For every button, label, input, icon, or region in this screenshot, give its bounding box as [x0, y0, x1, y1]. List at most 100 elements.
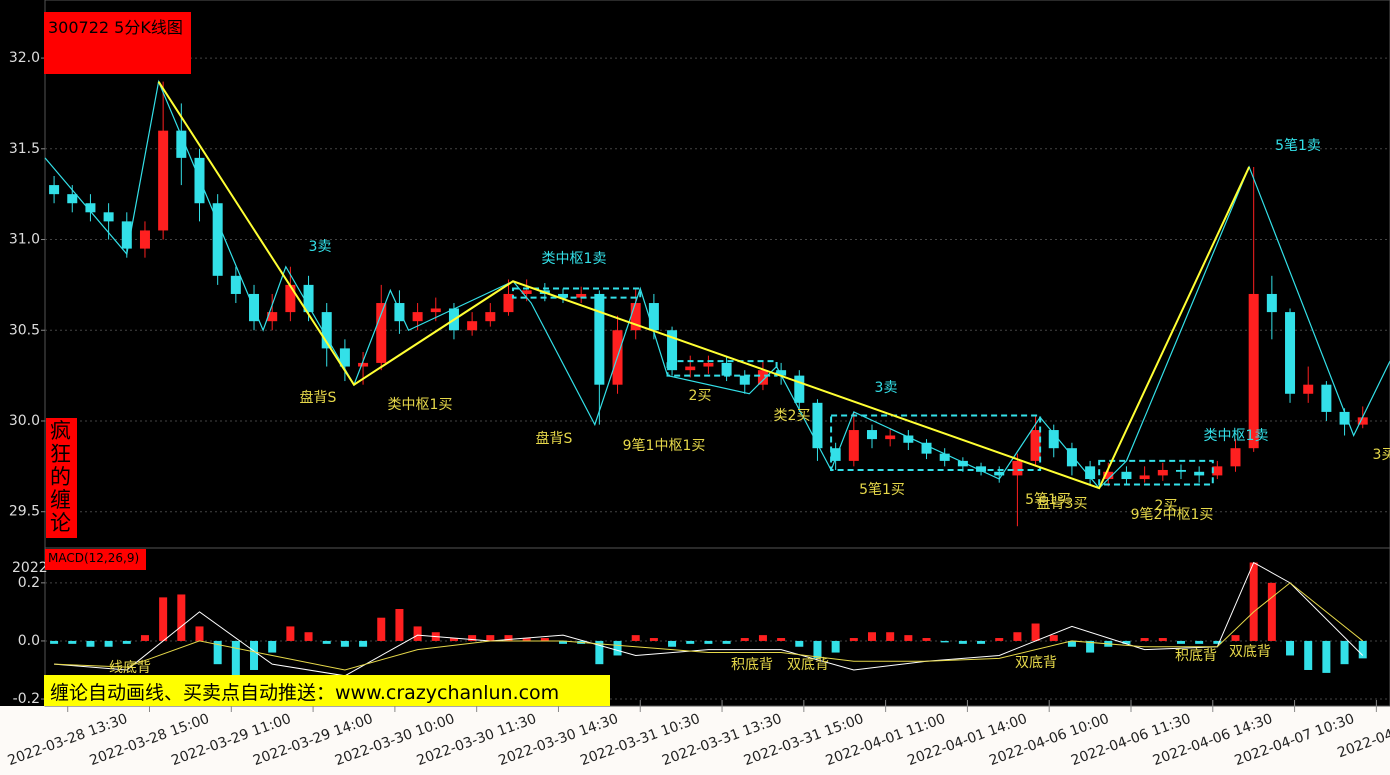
candle-body — [812, 402, 823, 449]
candle-body — [285, 284, 296, 313]
macd-bar — [504, 635, 513, 641]
macd-bar — [813, 640, 822, 659]
macd-bar — [704, 640, 713, 644]
macd-bar — [559, 640, 568, 644]
candle-body — [1139, 475, 1150, 480]
candle-body — [394, 303, 405, 322]
annotation: 3卖 — [875, 380, 898, 396]
candle-body — [1339, 411, 1350, 425]
y-tick-label: 30.0 — [9, 413, 40, 429]
y-tick-label: 31.0 — [9, 232, 40, 248]
macd-bar — [1304, 640, 1313, 670]
candle-body — [1230, 448, 1241, 467]
annotation: 3买 — [1373, 447, 1390, 463]
candle-body — [1303, 384, 1314, 394]
candle-body — [703, 362, 714, 367]
macd-bar — [395, 608, 404, 641]
macd-bar — [1249, 562, 1258, 641]
candle-body — [848, 430, 859, 461]
macd-bar — [104, 640, 113, 647]
candle-body — [1103, 471, 1114, 480]
candle-body — [1194, 471, 1205, 476]
macd-bar — [1049, 635, 1058, 641]
corner-label: 2022- — [12, 560, 53, 576]
candle-body — [103, 212, 114, 222]
macd-bar — [413, 626, 422, 641]
macd-bar — [940, 640, 949, 643]
annotation: 5笔1买 — [1025, 492, 1071, 508]
candle-body — [467, 321, 478, 331]
macd-bar — [1322, 640, 1331, 673]
candle-body — [939, 453, 950, 461]
candle-body — [739, 375, 750, 385]
y-tick-label: 0.0 — [18, 633, 40, 649]
annotation: 盘背S — [536, 430, 573, 447]
macd-bar — [1031, 623, 1040, 641]
zhongshu-box — [512, 287, 642, 299]
macd-bar — [1086, 640, 1095, 653]
macd-line — [54, 582, 1364, 671]
macd-bar — [359, 640, 368, 647]
candle-body — [1248, 293, 1259, 449]
macd-bar — [68, 640, 77, 644]
candle-body — [430, 308, 441, 313]
macd-bar — [1122, 640, 1131, 644]
macd-bar — [595, 640, 604, 665]
macd-bar — [904, 635, 913, 641]
candle-body — [321, 312, 332, 349]
candle-body — [866, 430, 877, 440]
y-tick-label: 32.0 — [9, 50, 40, 66]
macd-bar — [486, 635, 495, 641]
macd-bar — [722, 640, 731, 644]
candle-body — [794, 375, 805, 403]
y-tick-label: 29.5 — [9, 504, 40, 520]
candle-body — [1212, 466, 1223, 476]
macd-bar — [631, 635, 640, 641]
candle-body — [1085, 466, 1096, 480]
annotation: 盘背3买 — [1037, 495, 1088, 512]
banner: 缠论自动画线、买卖点自动推送：www.crazychanlun.com — [44, 675, 610, 706]
side-label: 疯狂的缠论 — [46, 418, 77, 538]
annotation: 双底背 — [787, 657, 829, 673]
zhongshu-box — [666, 360, 778, 377]
macd-bar — [668, 640, 677, 647]
candle-body — [957, 460, 968, 467]
macd-bar — [1158, 638, 1167, 641]
macd-bar — [867, 632, 876, 641]
candle-body — [576, 293, 587, 298]
candle-body — [303, 284, 314, 313]
candle-body — [49, 185, 60, 195]
candle-body — [212, 203, 223, 276]
macd-bar — [686, 640, 695, 644]
candle-body — [630, 303, 641, 331]
macd-bar — [177, 594, 186, 641]
macd-bar — [831, 640, 840, 653]
macd-bar — [1013, 632, 1022, 641]
candle-body — [412, 312, 423, 322]
macd-bar — [322, 640, 331, 644]
macd-bar — [995, 638, 1004, 641]
macd-bar — [268, 640, 277, 653]
macd-bar — [1286, 640, 1295, 656]
candle-body — [1157, 469, 1168, 476]
candle-body — [67, 194, 78, 204]
candle-body — [1048, 430, 1059, 449]
annotation: 积底背 — [731, 657, 773, 673]
macd-bar — [758, 635, 767, 641]
candle-body — [648, 303, 659, 331]
candle-body — [776, 370, 787, 376]
candle-body — [1012, 460, 1023, 476]
candle-body — [885, 435, 896, 440]
annotation: 9笔2中枢1买 — [1131, 507, 1214, 523]
macd-bar — [849, 638, 858, 641]
candle-body — [903, 435, 914, 443]
annotation: 5笔1卖 — [1275, 138, 1321, 154]
macd-bar — [977, 640, 986, 644]
macd-bar — [649, 638, 658, 641]
macd-frame — [44, 547, 1390, 707]
candle-body — [921, 442, 932, 454]
macd-bar — [740, 638, 749, 641]
candle-body — [139, 230, 150, 249]
macd-bar — [922, 638, 931, 641]
